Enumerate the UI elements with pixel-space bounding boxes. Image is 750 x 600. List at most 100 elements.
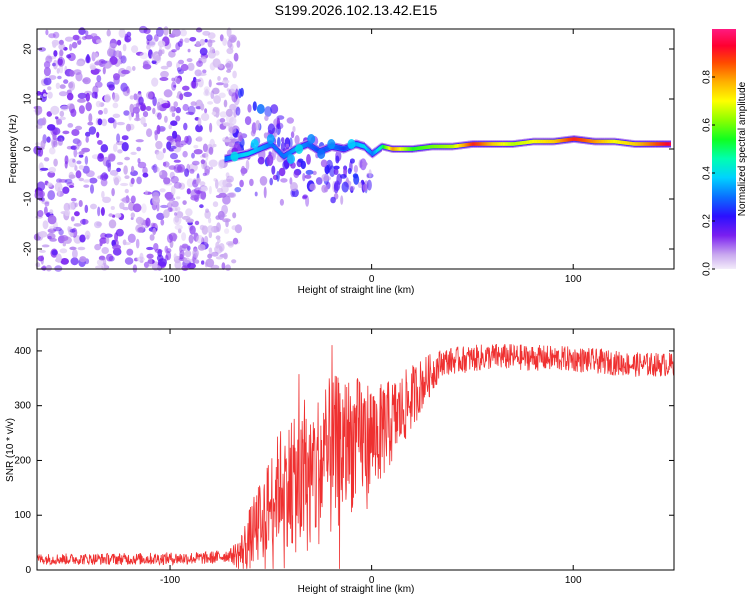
spectrogram-noise-blob: [196, 60, 203, 67]
spectrogram-ridge-core: [594, 139, 596, 144]
spectrogram-ridge-core: [240, 153, 242, 158]
spectrogram-noise-blob: [175, 106, 181, 114]
spectrogram-noise-blob: [38, 47, 46, 52]
spectrogram-ridge-core: [506, 142, 508, 146]
spectrogram-noise-blob: [304, 174, 312, 179]
spectrogram-noise-blob: [254, 191, 258, 197]
spectrogram-ridge-core: [439, 144, 442, 149]
spectrogram-noise-blob: [195, 106, 202, 110]
spectrogram-ridge-core: [462, 143, 465, 147]
spectrogram-ridge-core: [605, 139, 607, 144]
spectrogram-ridge-core: [355, 142, 357, 146]
spectrogram-noise-blob: [232, 70, 237, 79]
spectrogram-ridge-core: [667, 142, 669, 146]
spectrogram-ridge-core: [586, 138, 588, 143]
spectrogram-noise-blob: [108, 43, 117, 48]
spectrogram-noise-blob: [236, 40, 241, 48]
spectrogram-noise-blob: [194, 259, 200, 264]
spectrogram-noise-blob: [255, 120, 261, 131]
spectrogram-ridge-core: [274, 145, 276, 150]
spectrogram-ridge-core: [537, 139, 540, 144]
spectrogram-noise-blob: [120, 182, 129, 187]
spectrogram-noise-blob: [235, 88, 239, 100]
spectrogram-ridge-core: [280, 151, 282, 156]
spectrogram-noise-blob: [309, 183, 316, 191]
spectrogram-noise-blob: [152, 163, 158, 174]
spectrogram-noise-blob: [208, 146, 214, 155]
spectrogram-ridge-core: [532, 139, 535, 144]
spectrogram-noise-blob: [66, 182, 75, 187]
spectrogram-noise-blob: [189, 225, 196, 235]
spectrogram-noise-blob: [37, 255, 44, 262]
spectrogram-noise-blob: [157, 112, 162, 120]
spectrogram-noise-blob: [103, 257, 107, 267]
spectrogram-ridge-core: [424, 145, 426, 150]
spectrogram-noise-blob: [118, 28, 126, 38]
spectrogram-noise-blob: [109, 169, 119, 176]
spectrogram-noise-blob: [113, 177, 120, 186]
spectrogram-noise-blob: [68, 82, 74, 89]
spectrogram-noise-blob: [56, 68, 60, 74]
spectrogram-noise-blob: [189, 37, 197, 42]
spectrogram-noise-blob: [349, 158, 355, 164]
spectrogram-ridge-core: [663, 142, 665, 146]
spectrogram-noise-blob: [188, 234, 194, 244]
spectrogram-noise-blob: [166, 233, 173, 243]
spectrogram-ridge-core: [607, 139, 610, 144]
spectrogram-ridge-core: [461, 143, 463, 148]
spectrogram-ridge-core: [373, 151, 375, 155]
spectrogram-bright-blob: [307, 134, 316, 144]
spectrogram-noise-blob: [228, 126, 237, 134]
spectrogram-noise-blob: [120, 55, 127, 64]
spectrogram-ridge-core: [245, 152, 247, 157]
spectrogram-ridge-core: [363, 144, 365, 149]
spectrogram-ridge-core: [284, 153, 287, 158]
spectrogram-ridge-core: [568, 137, 570, 142]
spectrogram-ridge-core: [555, 139, 558, 143]
spectrogram-noise-blob: [181, 243, 189, 249]
spectrogram-noise-blob: [79, 234, 86, 243]
spectrogram-noise-blob: [111, 188, 115, 197]
spectrogram-noise-blob: [252, 101, 257, 111]
spectrogram-noise-blob: [166, 60, 173, 68]
spectrogram-noise-blob: [185, 218, 194, 223]
spectrogram-noise-blob: [263, 132, 269, 139]
spectrogram-ridge-core: [391, 147, 393, 151]
spectrogram-noise-blob: [110, 206, 115, 210]
spectrogram-noise-blob: [209, 46, 215, 54]
spectrogram-noise-blob: [152, 166, 160, 173]
spectrogram-noise-blob: [134, 117, 141, 122]
spectrogram-noise-blob: [45, 29, 49, 36]
spectrogram-ridge-core: [479, 142, 482, 146]
spectrogram-ridge-core: [379, 146, 381, 151]
spectrogram-noise-blob: [183, 91, 192, 97]
spectrogram-ridge-core: [264, 144, 266, 149]
spectrogram-noise-blob: [100, 207, 105, 216]
spectrogram-ridge-core: [301, 144, 304, 148]
spectrogram-ridge-core: [288, 151, 290, 155]
spectrogram-noise-blob: [233, 52, 239, 62]
spectrogram-noise-blob: [179, 93, 184, 101]
spectrogram-noise-blob: [71, 129, 80, 136]
spectrogram-ridge-core: [251, 150, 253, 154]
spectrogram-noise-blob: [277, 137, 281, 148]
spectrogram-ridge-core: [414, 146, 416, 151]
spectrogram-ridge-core: [581, 138, 583, 142]
spectrogram-noise-blob: [154, 248, 163, 254]
spectrogram-noise-blob: [85, 55, 91, 64]
spectrogram-noise-blob: [85, 136, 89, 143]
spectrogram-noise-blob: [235, 106, 241, 116]
spectrogram-ridge-core: [630, 141, 633, 146]
spectrogram-ridge-core: [356, 142, 358, 147]
spectrogram-ridge-core: [376, 148, 379, 152]
spectrogram-ridge-core: [599, 139, 601, 144]
spectrogram-ridge-core: [633, 142, 635, 146]
spectrogram-ridge-core: [367, 148, 369, 152]
spectrogram-noise-blob: [146, 253, 154, 259]
spectrogram-noise-blob: [36, 181, 46, 191]
spectrogram-ridge-core: [535, 139, 537, 144]
spectrogram-ridge-core: [436, 144, 438, 149]
spectrogram-noise-blob: [35, 262, 41, 268]
spectrogram-noise-blob: [182, 200, 187, 206]
spectrogram-noise-blob: [201, 225, 209, 235]
